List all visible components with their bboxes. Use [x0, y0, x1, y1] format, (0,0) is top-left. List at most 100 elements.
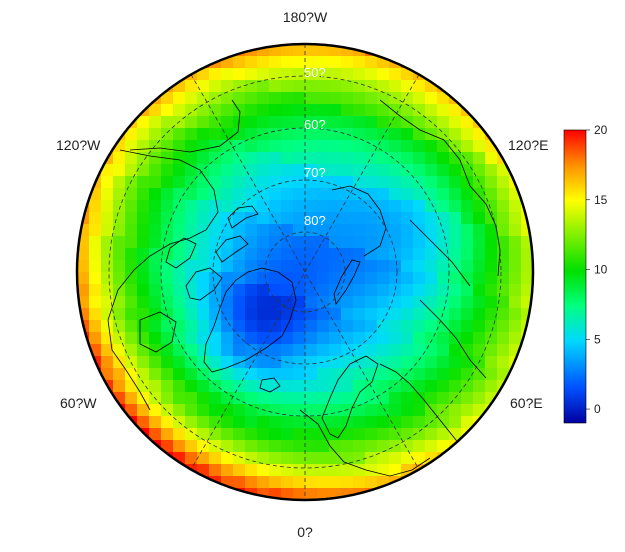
field-cell — [305, 272, 318, 285]
field-cell — [437, 392, 450, 405]
field-cell — [389, 428, 402, 441]
field-cell — [185, 392, 198, 405]
field-cell — [473, 296, 486, 309]
field-cell — [185, 116, 198, 129]
field-cell — [281, 428, 294, 441]
field-cell — [413, 392, 426, 405]
field-cell — [497, 224, 510, 237]
field-cell — [353, 440, 366, 453]
field-cell — [185, 332, 198, 345]
lat-label-60: 60? — [304, 117, 326, 132]
field-cell — [281, 164, 294, 177]
field-cell — [233, 440, 246, 453]
field-cell — [329, 476, 342, 489]
field-cell — [293, 452, 306, 465]
field-cell — [317, 188, 330, 201]
field-cell — [293, 488, 306, 500]
field-cell — [209, 164, 222, 177]
field-cell — [233, 296, 246, 309]
field-cell — [113, 260, 126, 273]
field-cell — [485, 344, 498, 357]
field-cell — [113, 200, 126, 213]
field-cell — [329, 56, 342, 69]
field-cell — [233, 416, 246, 429]
field-cell — [233, 152, 246, 165]
field-cell — [449, 164, 462, 177]
field-cell — [269, 416, 282, 429]
field-cell — [269, 452, 282, 465]
field-cell — [197, 116, 210, 129]
field-cell — [209, 80, 222, 93]
field-cell — [245, 404, 258, 417]
field-cell — [125, 248, 138, 261]
field-cell — [317, 284, 330, 297]
field-cell — [341, 332, 354, 345]
field-cell — [305, 464, 318, 477]
field-cell — [257, 200, 270, 213]
field-cell — [389, 68, 402, 81]
field-cell — [113, 368, 126, 381]
field-cell — [89, 260, 102, 273]
field-cell — [329, 164, 342, 177]
field-cell — [461, 296, 474, 309]
field-cell — [437, 344, 450, 357]
field-cell — [137, 116, 150, 129]
field-cell — [317, 212, 330, 225]
field-cell — [293, 92, 306, 105]
field-cell — [281, 128, 294, 141]
field-cell — [449, 344, 462, 357]
field-cell — [137, 212, 150, 225]
field-cell — [161, 116, 174, 129]
field-cell — [377, 332, 390, 345]
field-cell — [185, 92, 198, 105]
field-cell — [197, 308, 210, 321]
field-cell — [245, 164, 258, 177]
field-cell — [161, 200, 174, 213]
field-cell — [401, 176, 414, 189]
field-cell — [341, 356, 354, 369]
field-cell — [293, 224, 306, 237]
field-cell — [245, 56, 258, 69]
field-cell — [173, 428, 186, 441]
field-cell — [329, 356, 342, 369]
graticule — [108, 44, 502, 500]
field-cell — [329, 92, 342, 105]
field-cell — [221, 464, 234, 477]
field-cell — [305, 452, 318, 465]
field-cell — [173, 404, 186, 417]
field-cell — [329, 68, 342, 81]
field-cell — [185, 212, 198, 225]
colorbar-tick-label: 5 — [594, 332, 601, 346]
field-cell — [209, 344, 222, 357]
field-cell — [209, 188, 222, 201]
field-cell — [461, 200, 474, 213]
field-cell — [305, 68, 318, 81]
field-cell — [209, 68, 222, 81]
field-cell — [137, 332, 150, 345]
field-cell — [257, 80, 270, 93]
field-cell — [221, 68, 234, 81]
field-cell — [281, 344, 294, 357]
field-cell — [413, 188, 426, 201]
field-cell — [449, 284, 462, 297]
field-cell — [161, 104, 174, 117]
field-cell — [293, 212, 306, 225]
field-cell — [425, 392, 438, 405]
field-cell — [473, 260, 486, 273]
field-cell — [197, 176, 210, 189]
field-cell — [149, 224, 162, 237]
field-cell — [485, 176, 498, 189]
field-cell — [341, 392, 354, 405]
field-cell — [293, 344, 306, 357]
lat-label-50: 50? — [304, 65, 326, 80]
field-cell — [317, 44, 330, 57]
field-cell — [137, 368, 150, 381]
lon-label-upper-right: 120?E — [508, 137, 548, 153]
field-cell — [317, 392, 330, 405]
field-cell — [353, 152, 366, 165]
field-cell — [293, 296, 306, 309]
field-cell — [473, 212, 486, 225]
field-cell — [269, 368, 282, 381]
field-cell — [209, 464, 222, 477]
field-cell — [173, 248, 186, 261]
